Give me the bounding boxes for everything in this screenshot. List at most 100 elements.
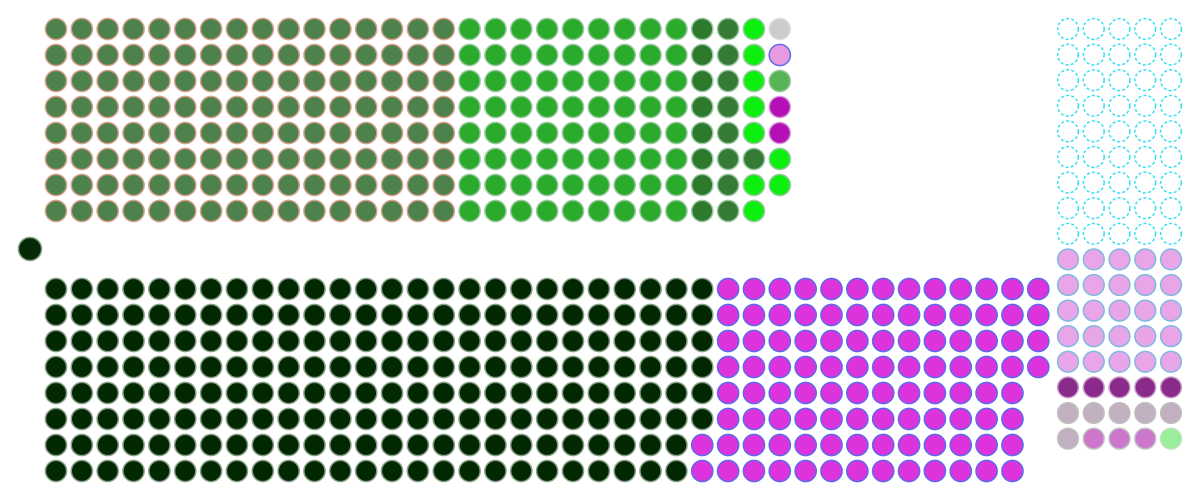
waffle-dot bbox=[96, 95, 120, 119]
waffle-dot bbox=[380, 147, 404, 171]
waffle-dot bbox=[173, 303, 197, 327]
waffle-dot bbox=[354, 17, 378, 41]
waffle-dot bbox=[96, 355, 120, 379]
waffle-dot bbox=[122, 199, 145, 223]
waffle-dot bbox=[509, 277, 533, 301]
waffle-dot bbox=[1108, 17, 1131, 41]
waffle-dot bbox=[613, 95, 637, 119]
waffle-dot bbox=[277, 17, 300, 41]
waffle-dot bbox=[406, 43, 430, 67]
waffle-dot bbox=[690, 69, 714, 93]
waffle-dot bbox=[70, 43, 94, 67]
waffle-dot bbox=[173, 173, 197, 197]
waffle-dot bbox=[509, 121, 533, 145]
waffle-dot bbox=[148, 433, 171, 457]
waffle-dot bbox=[1159, 171, 1183, 194]
waffle-dot bbox=[923, 381, 947, 405]
waffle-dot bbox=[432, 329, 456, 353]
waffle-dot bbox=[199, 433, 223, 457]
waffle-dot bbox=[587, 173, 611, 197]
waffle-dot bbox=[613, 407, 637, 431]
waffle-dot bbox=[639, 17, 662, 41]
waffle-dot bbox=[96, 407, 120, 431]
waffle-dot bbox=[354, 433, 378, 457]
waffle-dot bbox=[484, 381, 507, 405]
waffle-dot bbox=[199, 277, 223, 301]
waffle-dot bbox=[897, 303, 921, 327]
waffle-dot bbox=[225, 277, 249, 301]
waffle-dot bbox=[122, 459, 145, 483]
waffle-dot bbox=[1159, 120, 1183, 143]
waffle-dot bbox=[509, 303, 533, 327]
waffle-dot bbox=[354, 381, 378, 405]
waffle-dot bbox=[329, 199, 352, 223]
waffle-dot bbox=[329, 459, 352, 483]
waffle-dot bbox=[225, 459, 249, 483]
waffle-dot bbox=[173, 329, 197, 353]
waffle-dot bbox=[329, 17, 352, 41]
waffle-dot bbox=[716, 407, 740, 431]
waffle-dot bbox=[613, 433, 637, 457]
waffle-dot bbox=[639, 147, 662, 171]
waffle-dot bbox=[277, 433, 300, 457]
waffle-dot bbox=[897, 459, 921, 483]
waffle-dot bbox=[70, 199, 94, 223]
waffle-dot bbox=[303, 277, 326, 301]
waffle-dot bbox=[665, 69, 688, 93]
waffle-dot bbox=[1056, 43, 1080, 66]
waffle-dot bbox=[690, 147, 714, 171]
waffle-dot bbox=[665, 43, 688, 67]
waffle-dot bbox=[665, 355, 688, 379]
waffle-dot bbox=[535, 407, 559, 431]
waffle-dot bbox=[329, 147, 352, 171]
waffle-dot bbox=[44, 407, 68, 431]
waffle-dot bbox=[1026, 355, 1050, 379]
waffle-dot bbox=[897, 329, 921, 353]
waffle-dot bbox=[613, 277, 637, 301]
waffle-dot bbox=[1108, 376, 1131, 399]
waffle-dot bbox=[148, 43, 171, 67]
waffle-dot bbox=[794, 433, 818, 457]
waffle-dot bbox=[613, 17, 637, 41]
waffle-dot bbox=[484, 277, 507, 301]
waffle-dot bbox=[1056, 273, 1080, 297]
waffle-dot bbox=[665, 147, 688, 171]
waffle-dot bbox=[458, 43, 481, 67]
waffle-dot bbox=[690, 329, 714, 353]
waffle-dot bbox=[199, 329, 223, 353]
waffle-dot bbox=[768, 147, 792, 171]
waffle-dot bbox=[406, 199, 430, 223]
waffle-dot bbox=[173, 381, 197, 405]
waffle-dot bbox=[96, 381, 120, 405]
waffle-dot bbox=[1134, 94, 1157, 117]
waffle-dot bbox=[639, 199, 662, 223]
waffle-dot bbox=[44, 381, 68, 405]
waffle-dot bbox=[897, 355, 921, 379]
waffle-dot bbox=[251, 381, 275, 405]
waffle-dot bbox=[380, 277, 404, 301]
waffle-dot bbox=[432, 173, 456, 197]
waffle-dot bbox=[690, 199, 714, 223]
waffle-dot bbox=[303, 121, 326, 145]
waffle-dot bbox=[96, 433, 120, 457]
waffle-dot bbox=[251, 69, 275, 93]
waffle-dot bbox=[535, 329, 559, 353]
waffle-dot bbox=[277, 95, 300, 119]
waffle-dot bbox=[173, 407, 197, 431]
waffle-dot bbox=[484, 69, 507, 93]
waffle-dot bbox=[975, 355, 998, 379]
waffle-dot bbox=[251, 95, 275, 119]
waffle-dot bbox=[406, 355, 430, 379]
waffle-dot bbox=[1134, 350, 1157, 373]
waffle-dot bbox=[561, 121, 585, 145]
waffle-dot bbox=[587, 459, 611, 483]
waffle-dot bbox=[406, 69, 430, 93]
waffle-dot bbox=[406, 173, 430, 197]
waffle-dot bbox=[820, 407, 843, 431]
waffle-dot bbox=[70, 381, 94, 405]
waffle-dot bbox=[225, 147, 249, 171]
waffle-dot bbox=[561, 355, 585, 379]
waffle-dot bbox=[639, 277, 662, 301]
waffle-dot bbox=[432, 199, 456, 223]
